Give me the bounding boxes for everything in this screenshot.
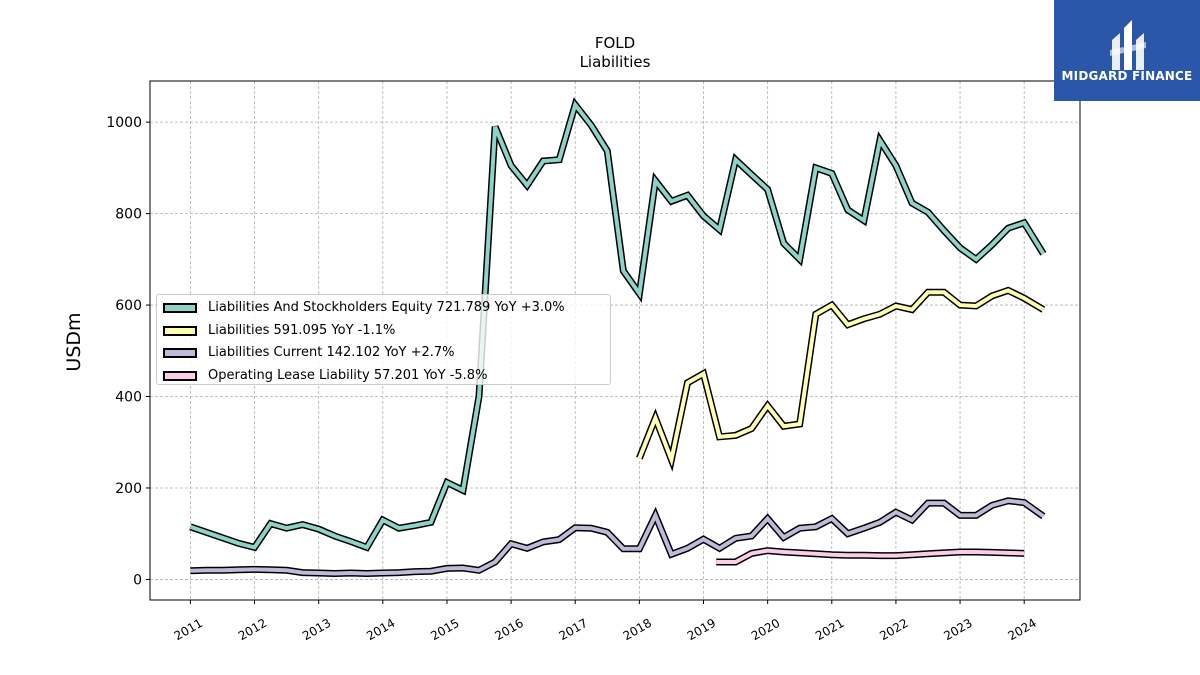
y-tick-label: 1000 [106,115,142,131]
x-axis: 2011 2012 2013 2014 2015 2016 2017 2018 2019 2020… [172,600,1039,643]
x-tick-label: 2016 [492,616,525,643]
legend-label: Liabilities 591.095 YoY -1.1% [208,322,396,338]
series-line [716,548,1025,564]
series-line [190,498,1045,576]
y-axis: 0 200 400 600 800 1000 [106,115,150,588]
legend-label: Operating Lease Liability 57.201 YoY -5.… [208,367,488,383]
x-tick-label: 2019 [685,616,718,643]
chart-subtitle: Liabilities [580,53,651,71]
x-tick-label: 2018 [621,616,654,643]
legend-item: Liabilities Current 142.102 YoY +2.7% [163,344,610,367]
y-tick-label: 800 [115,207,142,223]
x-tick-label: 2011 [172,616,205,643]
legend-swatch [163,303,197,313]
y-axis-label: USDm [63,312,85,371]
legend-label: Liabilities And Stockholders Equity 721.… [208,300,565,315]
x-tick-label: 2020 [749,616,782,643]
legend-swatch [163,325,197,336]
chart-legend: Liabilities And Stockholders Equity 721.… [156,294,611,385]
x-tick-label: 2021 [813,616,846,643]
series-line [637,288,1045,467]
x-tick-label: 2012 [236,616,269,643]
y-tick-label: 400 [115,390,142,406]
plot-frame [149,80,1081,601]
y-tick-label: 200 [115,481,142,497]
x-tick-label: 2015 [428,616,461,643]
legend-label: Liabilities Current 142.102 YoY +2.7% [208,345,455,360]
legend-item: Liabilities 591.095 YoY -1.1% [163,322,610,345]
brand-logo: MIDGARD FINANCE [1054,0,1200,101]
series-line [189,100,1046,550]
x-tick-label: 2017 [557,616,590,643]
series-layer [189,97,1047,578]
y-tick-label: 0 [133,572,142,588]
legend-swatch [163,370,197,381]
x-tick-label: 2014 [364,616,397,643]
x-tick-label: 2022 [877,616,910,643]
legend-item: Operating Lease Liability 57.201 YoY -5.… [163,367,610,390]
legend-item: Liabilities And Stockholders Equity 721.… [163,299,610,322]
chart-title: FOLD [595,34,635,52]
brand-mark-icon [1110,20,1146,70]
legend-swatch [163,348,197,358]
x-tick-label: 2013 [300,616,333,643]
brand-name: MIDGARD FINANCE [1061,69,1193,83]
x-tick-label: 2024 [1005,616,1038,643]
x-tick-label: 2023 [941,616,974,643]
y-tick-label: 600 [115,298,142,314]
